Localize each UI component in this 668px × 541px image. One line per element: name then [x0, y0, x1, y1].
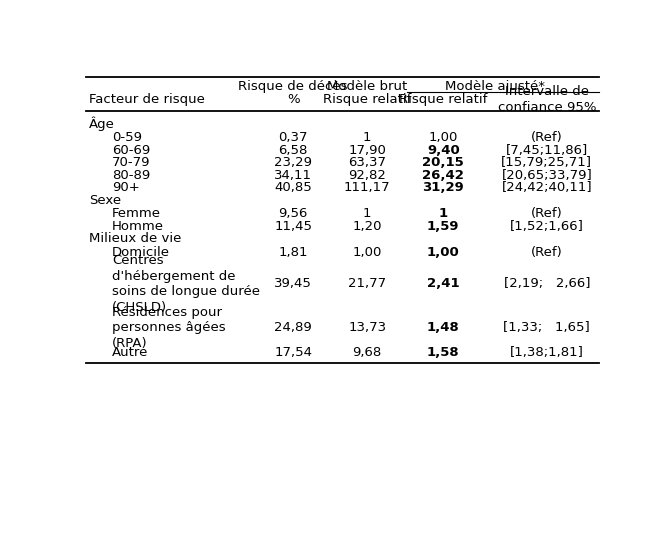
Text: Homme: Homme [112, 220, 164, 233]
Text: Résidences pour
personnes âgées
(RPA): Résidences pour personnes âgées (RPA) [112, 306, 226, 349]
Text: 1: 1 [439, 207, 448, 220]
Text: 1,58: 1,58 [427, 346, 460, 359]
Text: Risque relatif: Risque relatif [399, 93, 488, 106]
Text: [15,79;25,71]: [15,79;25,71] [502, 156, 593, 169]
Text: 34,11: 34,11 [274, 169, 312, 182]
Text: 31,29: 31,29 [422, 181, 464, 194]
Text: 1: 1 [363, 131, 371, 144]
Text: 1,00: 1,00 [427, 246, 460, 259]
Text: Sexe: Sexe [89, 194, 121, 207]
Text: 9,40: 9,40 [427, 144, 460, 157]
Text: 1,59: 1,59 [427, 220, 460, 233]
Text: 70-79: 70-79 [112, 156, 150, 169]
Text: [1,38;1,81]: [1,38;1,81] [510, 346, 584, 359]
Text: 24,89: 24,89 [275, 321, 312, 334]
Text: 111,17: 111,17 [344, 181, 391, 194]
Text: 9,56: 9,56 [279, 207, 308, 220]
Text: (Ref): (Ref) [531, 131, 562, 144]
Text: 26,42: 26,42 [422, 169, 464, 182]
Text: 63,37: 63,37 [348, 156, 386, 169]
Text: 1,00: 1,00 [429, 131, 458, 144]
Text: [20,65;33,79]: [20,65;33,79] [502, 169, 593, 182]
Text: (Ref): (Ref) [531, 207, 562, 220]
Text: 1,81: 1,81 [279, 246, 308, 259]
Text: 21,77: 21,77 [348, 278, 386, 291]
Text: (Ref): (Ref) [531, 246, 562, 259]
Text: 17,90: 17,90 [348, 144, 386, 157]
Text: 11,45: 11,45 [274, 220, 312, 233]
Text: Modèle brut: Modèle brut [327, 80, 407, 93]
Text: 1,48: 1,48 [427, 321, 460, 334]
Text: Intervalle de
confiance 95%: Intervalle de confiance 95% [498, 85, 596, 114]
Text: 17,54: 17,54 [274, 346, 312, 359]
Text: Autre: Autre [112, 346, 148, 359]
Text: 2,41: 2,41 [427, 278, 460, 291]
Text: 6,58: 6,58 [279, 144, 308, 157]
Text: 13,73: 13,73 [348, 321, 386, 334]
Text: 40,85: 40,85 [275, 181, 312, 194]
Text: 90+: 90+ [112, 181, 140, 194]
Text: Femme: Femme [112, 207, 161, 220]
Text: Risque de décès: Risque de décès [238, 80, 348, 93]
Text: Milieux de vie: Milieux de vie [89, 233, 181, 246]
Text: Domicile: Domicile [112, 246, 170, 259]
Text: Risque relatif: Risque relatif [323, 93, 411, 106]
Text: Centres
d'hébergement de
soins de longue durée
(CHSLD): Centres d'hébergement de soins de longue… [112, 254, 260, 314]
Text: 60-69: 60-69 [112, 144, 150, 157]
Text: 20,15: 20,15 [422, 156, 464, 169]
Text: Âge: Âge [89, 117, 114, 131]
Text: [1,33;   1,65]: [1,33; 1,65] [504, 321, 591, 334]
Text: 1: 1 [363, 207, 371, 220]
Text: %: % [287, 93, 299, 106]
Text: 0-59: 0-59 [112, 131, 142, 144]
Text: [1,52;1,66]: [1,52;1,66] [510, 220, 584, 233]
Text: 1,20: 1,20 [353, 220, 382, 233]
Text: 23,29: 23,29 [274, 156, 312, 169]
Text: 80-89: 80-89 [112, 169, 150, 182]
Text: 9,68: 9,68 [353, 346, 382, 359]
Text: [7,45;11,86]: [7,45;11,86] [506, 144, 588, 157]
Text: 1,00: 1,00 [353, 246, 382, 259]
Text: [24,42;40,11]: [24,42;40,11] [502, 181, 592, 194]
Text: 0,37: 0,37 [279, 131, 308, 144]
Text: 39,45: 39,45 [275, 278, 312, 291]
Text: Facteur de risque: Facteur de risque [89, 93, 204, 106]
Text: 92,82: 92,82 [348, 169, 386, 182]
Text: Modèle ajusté*: Modèle ajusté* [445, 80, 545, 93]
Text: [2,19;   2,66]: [2,19; 2,66] [504, 278, 590, 291]
